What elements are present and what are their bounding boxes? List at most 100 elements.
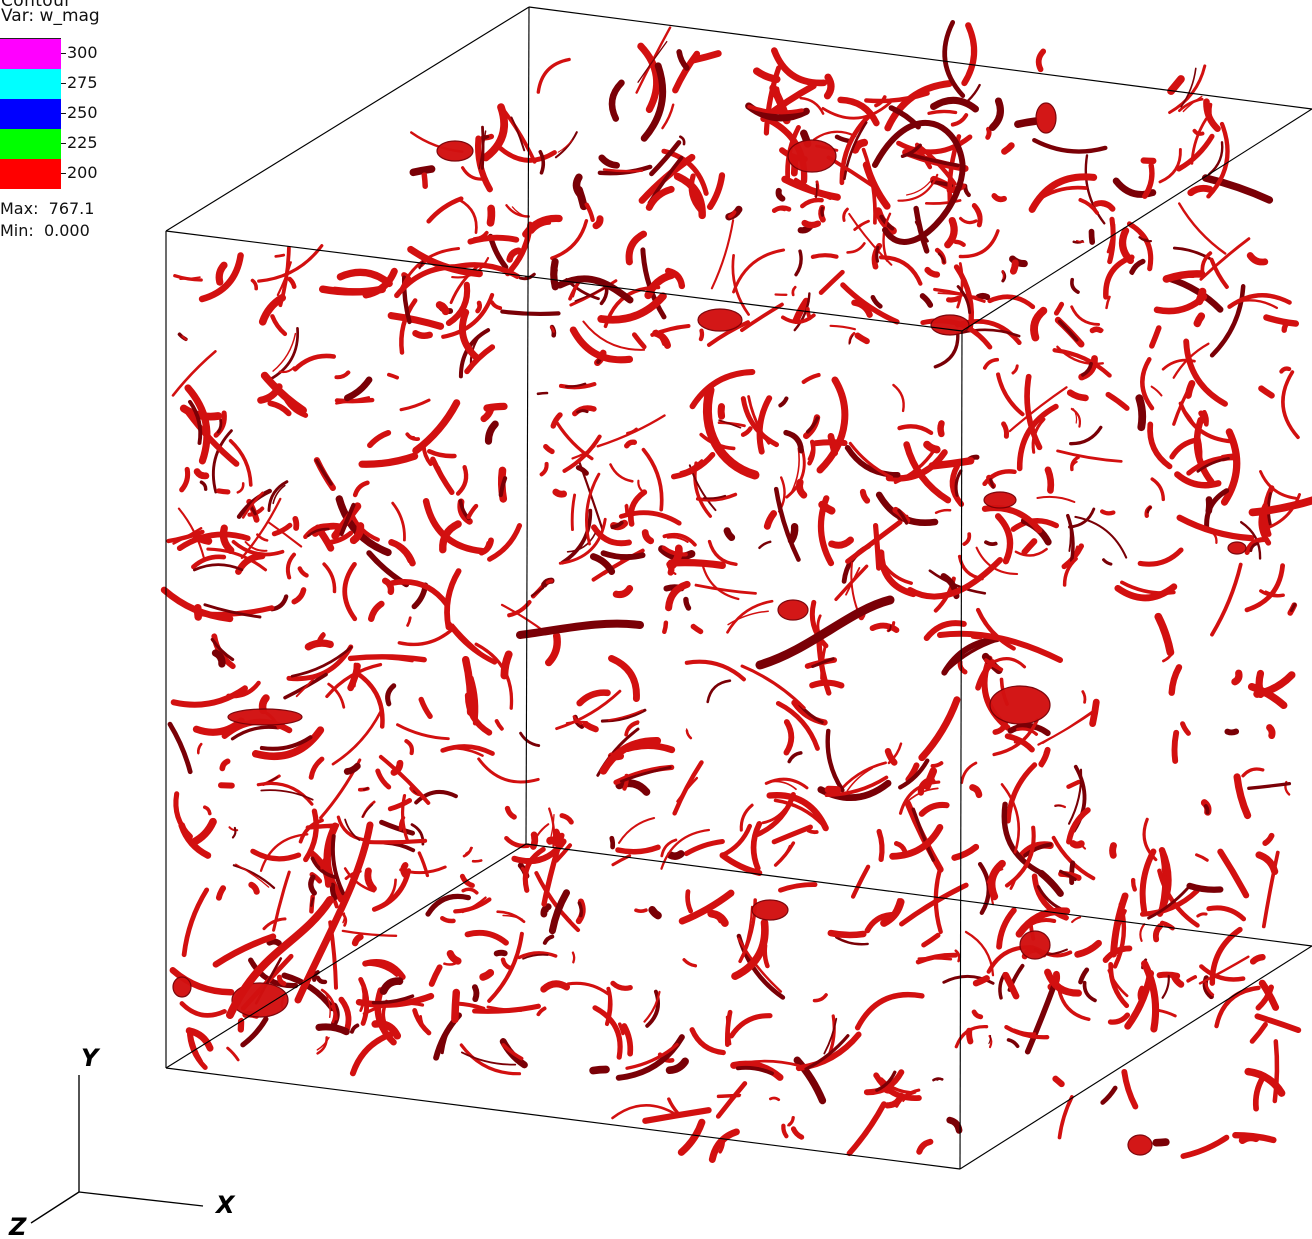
vortex-tube-segment: [672, 50, 701, 94]
vortex-tube-segment: [783, 719, 795, 756]
vortex-tube-segment: [954, 1025, 989, 1049]
vortex-tube-segment: [1168, 273, 1196, 280]
vortex-tube-segment: [1004, 1024, 1050, 1040]
vortex-tube-segment: [355, 992, 435, 1008]
vortex-tube-segment: [884, 748, 898, 766]
vortex-tube-segment: [615, 844, 661, 855]
vortex-tube-segment: [1161, 974, 1170, 999]
vortex-tube-segment: [445, 281, 471, 327]
vortex-tube-segment: [702, 494, 727, 500]
vortex-tube-segment: [700, 559, 740, 601]
vortex-tube-segment: [272, 332, 297, 372]
vortex-tube-segment: [972, 975, 990, 987]
vortex-tube-segment: [1187, 184, 1214, 197]
vortex-tube-segment: [950, 113, 969, 127]
vortex-tube-segment: [690, 623, 704, 635]
vortex-tube-segment: [1052, 1075, 1065, 1088]
vortex-tube-segment: [475, 300, 483, 314]
bounding-box-edge: [165, 843, 527, 1069]
vortex-tube-segment: [336, 815, 365, 842]
vortex-tube-segment: [977, 861, 991, 915]
vortex-tube-segment: [1237, 299, 1278, 310]
vortex-tube-segment: [598, 154, 620, 169]
vortex-tube-segment: [1249, 1022, 1268, 1044]
vortex-tube-segment: [536, 391, 549, 396]
vortex-tube-segment: [992, 718, 1039, 757]
vortex-tube-segment: [471, 859, 483, 863]
vortex-tube-segment: [455, 465, 469, 496]
vortex-tube-segment: [365, 655, 414, 663]
vortex-tube-segment: [1200, 251, 1213, 274]
legend-tick-225: 225: [61, 133, 98, 153]
vortex-tube-segment: [893, 841, 908, 854]
vortex-tube-segment: [954, 949, 961, 963]
vortex-tube-segment: [560, 508, 593, 565]
vortex-tube-segment: [799, 96, 825, 115]
vortex-tube-segment: [994, 513, 1014, 565]
vortex-tube-segment: [723, 527, 736, 542]
vortex-tube-segment: [1135, 394, 1147, 432]
vortex-tube-segment: [605, 992, 611, 1024]
vortex-tube-segment: [805, 416, 820, 434]
vortex-tube-segment: [1168, 664, 1183, 696]
vortex-tube-segment: [905, 762, 920, 783]
vortex-tube-segment: [566, 981, 610, 996]
vortex-tube-segment: [1189, 976, 1198, 980]
vortex-tube-segment: [919, 1139, 933, 1152]
vortex-tube-segment: [1281, 319, 1291, 333]
vortex-tube-segment: [440, 1022, 453, 1055]
vortex-tube-segment: [750, 821, 763, 872]
vortex-tube-segment: [1261, 989, 1270, 1003]
vortex-tube-segment: [851, 138, 869, 154]
vortex-tube-segment: [1141, 960, 1160, 1033]
vortex-tube-segment: [189, 1031, 203, 1063]
vortex-tube-segment: [268, 776, 279, 783]
vortex-tube-segment: [1244, 563, 1285, 613]
vortex-tube-segment: [191, 554, 227, 570]
vortex-tube-segment: [1182, 95, 1203, 113]
vortex-tube-segment: [589, 553, 616, 575]
vortex-tube-segment: [406, 433, 415, 439]
vortex-blob: [1227, 541, 1247, 555]
vortex-tube-segment: [612, 585, 634, 599]
vortex-tube-segment: [480, 405, 495, 423]
vortex-tube-segment: [550, 325, 555, 333]
vortex-tube-segment: [820, 206, 825, 217]
vortex-tube-segment: [637, 40, 668, 83]
vortex-tube-segment: [530, 586, 545, 597]
vortex-tube-segment: [1100, 1085, 1118, 1105]
vortex-tube-segment: [918, 696, 961, 762]
vortex-tube-segment: [846, 1101, 887, 1157]
vortex-tube-segment: [665, 1057, 689, 1075]
vortex-tube-segment: [747, 104, 804, 115]
vortex-tube-segment: [809, 599, 829, 649]
vortex-tube-segment: [571, 951, 576, 964]
vortex-tube-segment: [936, 1078, 944, 1081]
vortex-tube-segment: [640, 62, 667, 142]
vortex-tube-segment: [764, 777, 809, 790]
vortex-tube-segment: [1142, 817, 1158, 862]
vortex-tube-segment: [1108, 962, 1130, 1009]
vorticity-isosurface-layer: [160, 20, 1312, 1163]
vortex-tube-segment: [398, 816, 406, 831]
vortex-tube-segment: [215, 885, 227, 901]
vortex-tube-segment: [981, 505, 1043, 534]
vortex-tube-segment: [848, 441, 894, 479]
bounding-box-edge: [165, 230, 963, 332]
vortex-tube-segment: [975, 292, 991, 300]
vortex-tube-segment: [685, 728, 691, 737]
vortex-blob: [1035, 102, 1057, 134]
vortex-tube-segment: [1258, 385, 1275, 399]
vortex-tube-segment: [1001, 142, 1015, 155]
vortex-tube-segment: [522, 953, 549, 960]
vortex-tube-segment: [934, 508, 952, 515]
vortex-tube-segment: [181, 335, 188, 341]
vortex-tube-segment: [1013, 1028, 1037, 1035]
vortex-tube-segment: [1262, 832, 1275, 846]
vortex-tube-segment: [266, 520, 303, 548]
legend-tick-200: 200: [61, 163, 98, 183]
large-vortex-tube: [702, 385, 760, 480]
vortex-tube-segment: [576, 409, 589, 414]
vortex-tube-segment: [933, 331, 960, 369]
